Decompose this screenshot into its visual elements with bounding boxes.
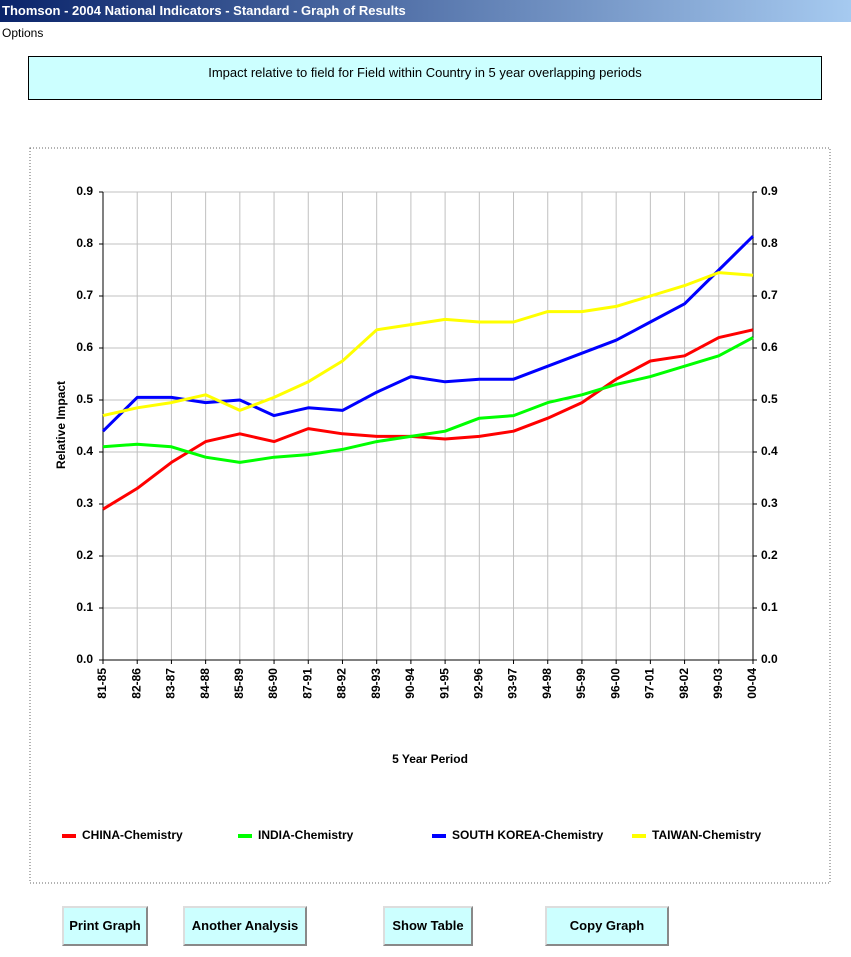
y2-tick-label: 0.8 — [761, 236, 778, 250]
legend-label: SOUTH KOREA-Chemistry — [452, 828, 604, 842]
button[interactable]: Print Graph — [62, 906, 148, 946]
x-tick-label: 94-98 — [540, 668, 554, 699]
y-tick-label: 0.5 — [76, 392, 93, 406]
x-tick-label: 98-02 — [677, 668, 691, 699]
x-tick-label: 93-97 — [506, 668, 520, 699]
button[interactable]: Copy Graph — [545, 906, 669, 946]
legend-label: INDIA-Chemistry — [258, 828, 354, 842]
y-axis-title: Relative Impact — [54, 381, 68, 469]
y2-tick-label: 0.2 — [761, 548, 778, 562]
y2-tick-label: 0.0 — [761, 652, 778, 666]
series-line — [102, 336, 754, 464]
y-tick-label: 0.0 — [76, 652, 93, 666]
y-tick-label: 0.8 — [76, 236, 93, 250]
y-tick-label: 0.6 — [76, 340, 93, 354]
x-tick-label: 87-91 — [300, 668, 314, 699]
x-tick-label: 99-03 — [711, 668, 725, 699]
x-tick-label: 85-89 — [232, 668, 246, 699]
legend-label: TAIWAN-Chemistry — [652, 828, 761, 842]
x-tick-label: 89-93 — [369, 668, 383, 699]
menu-bar: Options — [0, 22, 851, 44]
legend-label: CHINA-Chemistry — [82, 828, 183, 842]
x-tick-label: 84-88 — [198, 668, 212, 699]
x-tick-label: 91-95 — [437, 668, 451, 699]
x-tick-label: 95-99 — [574, 668, 588, 699]
y-tick-label: 0.3 — [76, 496, 93, 510]
button[interactable]: Show Table — [383, 906, 473, 946]
x-tick-label: 82-86 — [129, 668, 143, 699]
y2-tick-label: 0.1 — [761, 600, 778, 614]
x-tick-label: 86-90 — [266, 668, 280, 699]
x-tick-label: 92-96 — [471, 668, 485, 699]
menu-item[interactable]: Options — [2, 26, 44, 40]
chart-frame — [29, 147, 831, 884]
x-tick-label: 90-94 — [403, 668, 417, 699]
y-tick-label: 0.1 — [76, 600, 93, 614]
x-tick-label: 00-04 — [745, 668, 759, 699]
y-tick-label: 0.2 — [76, 548, 93, 562]
x-tick-label: 83-87 — [164, 668, 178, 699]
y-tick-label: 0.4 — [76, 444, 93, 458]
chart-header: Impact relative to field for Field withi… — [28, 56, 822, 100]
x-tick-label: 96-00 — [608, 668, 622, 699]
y2-tick-label: 0.4 — [761, 444, 778, 458]
y2-tick-label: 0.5 — [761, 392, 778, 406]
x-tick-label: 81-85 — [95, 668, 109, 699]
window-title: Thomson - 2004 National Indicators - Sta… — [0, 0, 851, 22]
series-line — [102, 328, 754, 511]
y2-tick-label: 0.3 — [761, 496, 778, 510]
x-tick-label: 97-01 — [643, 668, 657, 699]
button[interactable]: Another Analysis — [183, 906, 307, 946]
y2-tick-label: 0.6 — [761, 340, 778, 354]
x-tick-label: 88-92 — [335, 668, 349, 699]
y-tick-label: 0.9 — [76, 184, 93, 198]
series-line — [101, 235, 755, 433]
y-tick-label: 0.7 — [76, 288, 93, 302]
series-line — [102, 271, 754, 418]
y2-tick-label: 0.7 — [761, 288, 778, 302]
y2-tick-label: 0.9 — [761, 184, 778, 198]
x-axis-title: 5 Year Period — [392, 752, 468, 766]
